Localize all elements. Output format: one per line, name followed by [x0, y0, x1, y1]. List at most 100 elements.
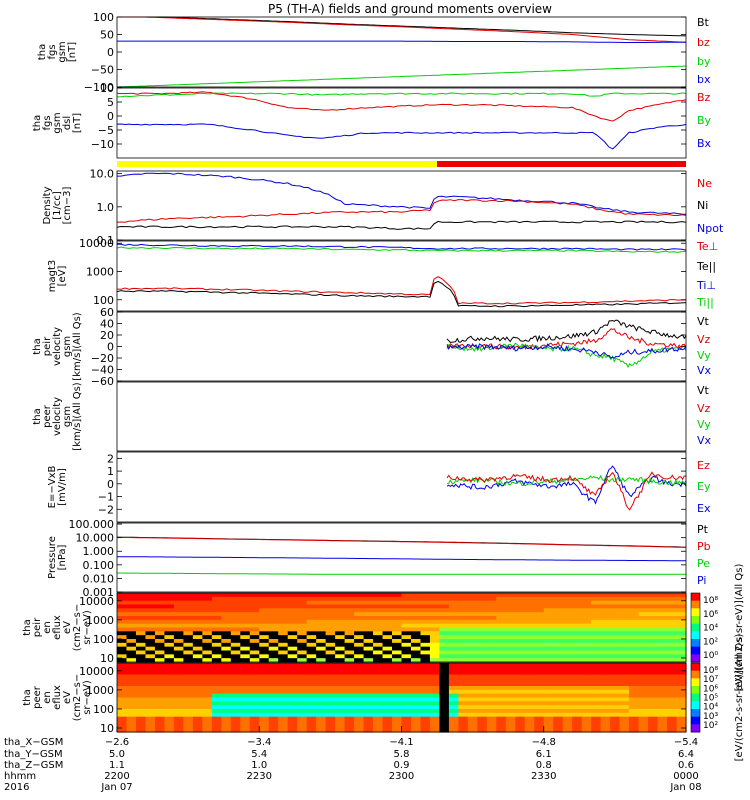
heatmap-cell [458, 712, 469, 718]
heatmap-cell [600, 604, 611, 609]
legend-entry: Ni [697, 199, 708, 212]
heatmap-cell [676, 686, 687, 691]
heatmap-cell [629, 670, 640, 676]
heatmap-cell [467, 716, 478, 722]
heatmap-cell [192, 693, 203, 699]
heatmap-cell [572, 712, 583, 718]
heatmap-cell [287, 619, 298, 625]
heatmap-cell [467, 631, 478, 636]
heatmap-cell [354, 639, 365, 644]
heatmap-cell [230, 709, 241, 714]
heatmap-cell [667, 631, 678, 636]
heatmap-cell [515, 689, 526, 695]
heatmap-cell [211, 674, 222, 679]
heatmap-cell [439, 686, 450, 691]
heatmap-cell [126, 646, 137, 652]
heatmap-cell [467, 600, 478, 606]
heatmap-cell [581, 709, 592, 714]
colorbar-tick-label: 10⁶ [703, 610, 718, 620]
heatmap-cell [287, 612, 298, 617]
y-label-line: tha [22, 619, 33, 635]
heatmap-cell [420, 728, 431, 733]
heatmap-cell [135, 600, 147, 606]
heatmap-cell [591, 619, 602, 625]
heatmap-cell [202, 701, 213, 706]
series-line [117, 536, 687, 548]
heatmap-cell [278, 619, 289, 625]
heatmap-cell [135, 639, 147, 644]
heatmap-cell [553, 709, 564, 714]
heatmap-cell [117, 635, 128, 640]
heatmap-cell [486, 642, 497, 648]
heatmap-cell [667, 600, 678, 606]
colorbar-tick-label: 10⁴ [703, 624, 718, 634]
heatmap-cell [657, 712, 668, 718]
panel-frame [116, 381, 687, 452]
heatmap-cell [173, 670, 184, 676]
heatmap-cell [287, 724, 298, 729]
heatmap-cell [259, 697, 270, 702]
heatmap-cell [553, 612, 564, 617]
heatmap-cell [230, 616, 241, 621]
heatmap-cell [382, 658, 393, 663]
heatmap-cell [638, 650, 649, 655]
heatmap-cell [467, 654, 478, 659]
heatmap-cell [382, 596, 393, 602]
heatmap-cell [629, 642, 640, 648]
heatmap-cell [572, 600, 583, 606]
legend-entry: Bx [697, 137, 712, 150]
heatmap-cell [354, 635, 365, 640]
heatmap-cell [638, 639, 649, 644]
y-tick-label: −5 [98, 124, 114, 137]
heatmap-cell [192, 650, 203, 655]
heatmap-cell [581, 619, 592, 625]
heatmap-cell [496, 705, 507, 710]
heatmap-cell [344, 666, 355, 672]
heatmap-cell [211, 604, 222, 609]
heatmap-cell [325, 670, 336, 676]
heatmap-cell [600, 709, 611, 714]
heatmap-cell [534, 608, 545, 613]
heatmap-cell [173, 682, 184, 687]
heatmap-cell [154, 682, 166, 687]
heatmap-cell [515, 631, 526, 636]
heatmap-cell [382, 689, 393, 695]
heatmap-cell [126, 705, 137, 710]
heatmap-cell [211, 682, 222, 687]
heatmap-cell [249, 697, 260, 702]
heatmap-cell [572, 658, 583, 663]
heatmap-cell [230, 631, 241, 636]
heatmap-cell [448, 678, 459, 683]
heatmap-cell [553, 712, 564, 718]
heatmap-cell [135, 642, 147, 648]
heatmap-cell [429, 705, 441, 710]
heatmap-cell [164, 666, 175, 672]
heatmap-cell [524, 627, 535, 632]
heatmap-cell [524, 654, 535, 659]
y-label-line: tha [32, 115, 43, 131]
heatmap-cell [287, 709, 298, 714]
heatmap-cell [629, 716, 640, 722]
heatmap-cell [117, 639, 128, 644]
heatmap-cell [278, 705, 289, 710]
heatmap-cell [610, 686, 621, 691]
heatmap-cell [154, 596, 166, 602]
heatmap-cell [629, 701, 640, 706]
heatmap-cell [154, 654, 166, 659]
heatmap-cell [173, 608, 184, 613]
heatmap-cell [221, 600, 232, 606]
heatmap-cell [230, 693, 241, 699]
heatmap-cell [420, 674, 431, 679]
heatmap-cell [581, 705, 592, 710]
heatmap-cell [392, 635, 403, 640]
heatmap-cell [278, 635, 289, 640]
heatmap-cell [135, 631, 147, 636]
heatmap-cell [477, 709, 488, 714]
heatmap-cell [382, 650, 393, 655]
heatmap-cell [439, 670, 450, 676]
heatmap-cell [439, 604, 450, 609]
heatmap-cell [230, 654, 241, 659]
colorbar-tick-label: 10⁷ [703, 675, 718, 685]
heatmap-cell [230, 658, 241, 663]
heatmap-cell [420, 697, 431, 702]
